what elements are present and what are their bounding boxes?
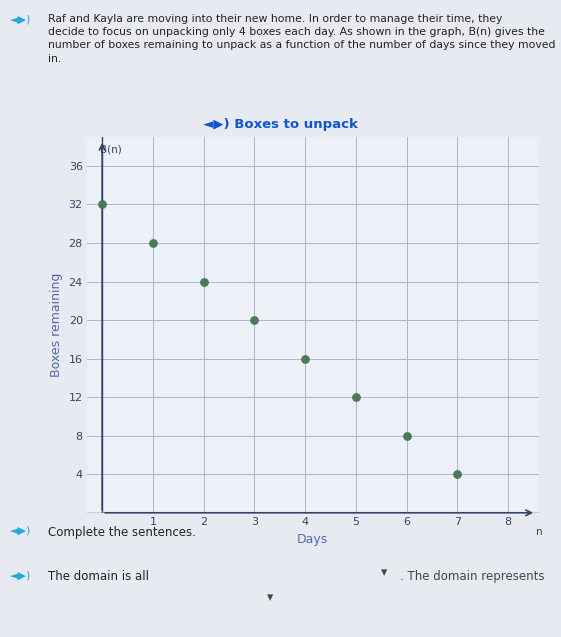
- Text: ◄▶): ◄▶): [10, 526, 31, 536]
- Point: [351, 392, 360, 402]
- Point: [199, 276, 208, 287]
- Point: [98, 199, 107, 210]
- Point: [453, 469, 462, 479]
- Text: B(n): B(n): [100, 145, 121, 155]
- Text: ▾: ▾: [381, 566, 387, 579]
- Text: . The domain represents: . The domain represents: [400, 570, 545, 583]
- Y-axis label: Boxes remaining: Boxes remaining: [50, 273, 63, 377]
- Text: ◄▶) Boxes to unpack: ◄▶) Boxes to unpack: [203, 118, 358, 131]
- Point: [301, 354, 310, 364]
- Text: The domain is all: The domain is all: [48, 570, 149, 583]
- Text: ▾: ▾: [267, 591, 273, 604]
- X-axis label: Days: Days: [297, 533, 328, 545]
- Point: [402, 431, 411, 441]
- Point: [250, 315, 259, 325]
- Text: Complete the sentences.: Complete the sentences.: [48, 526, 196, 538]
- Text: n: n: [536, 527, 542, 537]
- Text: ◄▶): ◄▶): [10, 570, 31, 580]
- Text: ◄▶): ◄▶): [10, 14, 31, 24]
- Text: Raf and Kayla are moving into their new home. In order to manage their time, the: Raf and Kayla are moving into their new …: [48, 14, 555, 64]
- Point: [149, 238, 158, 248]
